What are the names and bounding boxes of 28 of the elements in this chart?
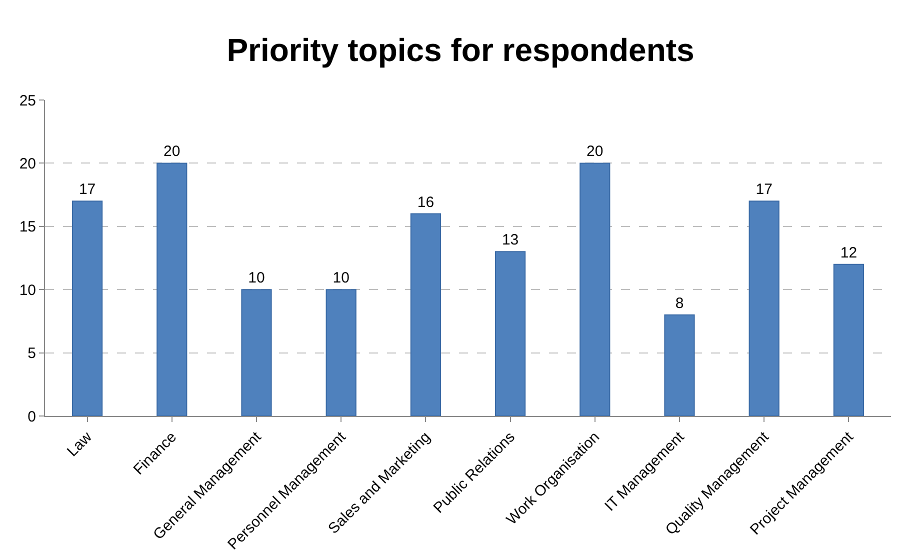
data-label: 13	[502, 232, 519, 249]
data-label: 17	[78, 181, 96, 198]
data-label: 10	[248, 270, 265, 287]
data-label: 16	[417, 194, 434, 211]
y-tick-label: 15	[19, 218, 36, 236]
data-label: 10	[332, 270, 350, 287]
y-tick-label: 10	[19, 282, 36, 299]
y-tick-label: 0	[28, 408, 36, 426]
bar	[241, 289, 272, 416]
bar	[495, 251, 526, 416]
y-tick-label: 5	[28, 345, 36, 362]
x-tick-label: Law	[64, 428, 96, 460]
bar	[833, 264, 864, 416]
bar	[580, 162, 610, 416]
y-tick-label: 25	[19, 92, 36, 110]
data-label: 20	[586, 143, 604, 160]
y-tick-label: 20	[19, 155, 36, 172]
chart-title: Priority topics for respondents	[226, 32, 694, 68]
data-label: 12	[840, 244, 858, 262]
data-label: 17	[756, 181, 772, 198]
bar	[72, 200, 103, 416]
bar	[156, 162, 188, 416]
bar	[664, 314, 695, 416]
data-label: 8	[675, 294, 684, 312]
bar	[410, 213, 442, 416]
bar	[748, 200, 780, 416]
data-label: 20	[164, 143, 180, 160]
bar	[326, 289, 356, 416]
